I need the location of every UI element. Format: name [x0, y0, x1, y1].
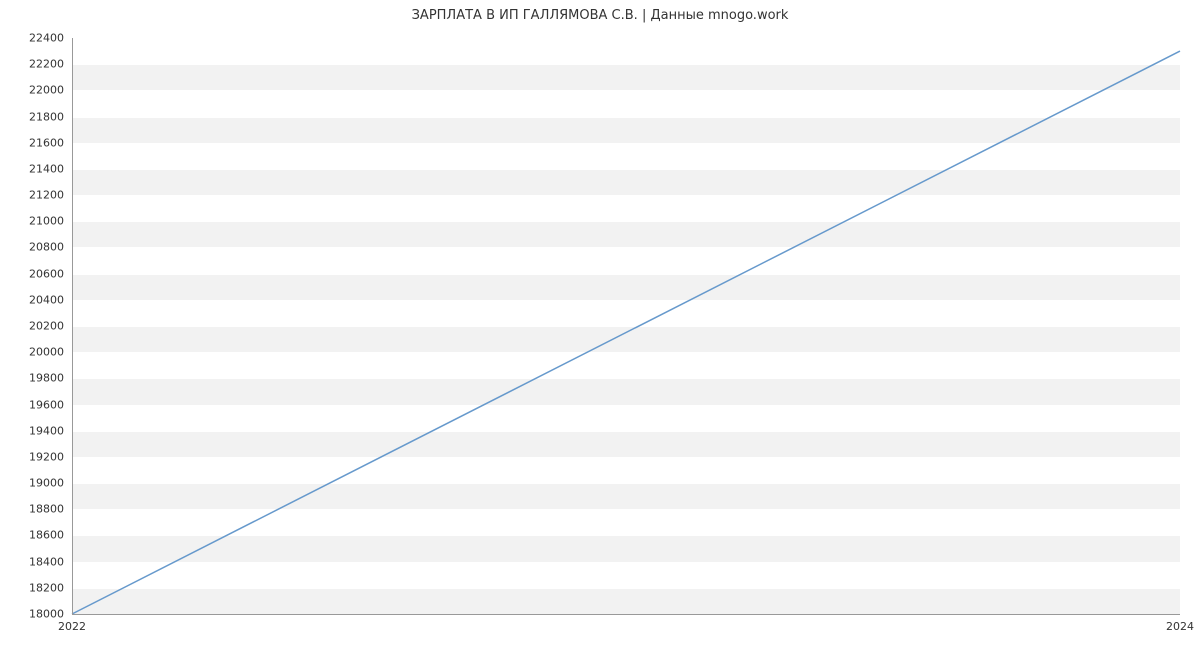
y-tick-label: 18600 — [29, 529, 72, 542]
y-tick-label: 20400 — [29, 293, 72, 306]
y-tick-label: 20600 — [29, 267, 72, 280]
y-tick-label: 19000 — [29, 477, 72, 490]
y-tick-label: 22200 — [29, 58, 72, 71]
y-tick-label: 20200 — [29, 320, 72, 333]
y-tick-label: 19600 — [29, 398, 72, 411]
x-tick-label: 2024 — [1166, 614, 1194, 633]
y-tick-label: 20800 — [29, 241, 72, 254]
y-tick-label: 22000 — [29, 84, 72, 97]
plot-area: 1800018200184001860018800190001920019400… — [72, 38, 1180, 614]
x-axis-line — [72, 614, 1180, 615]
chart-title: ЗАРПЛАТА В ИП ГАЛЛЯМОВА С.В. | Данные mn… — [0, 8, 1200, 23]
y-tick-label: 18200 — [29, 581, 72, 594]
salary-chart: ЗАРПЛАТА В ИП ГАЛЛЯМОВА С.В. | Данные mn… — [0, 0, 1200, 650]
y-tick-label: 19800 — [29, 372, 72, 385]
y-tick-label: 21600 — [29, 136, 72, 149]
chart-svg — [72, 38, 1180, 614]
y-axis-line — [72, 38, 73, 614]
series-line-salary — [72, 51, 1180, 614]
x-tick-label: 2022 — [58, 614, 86, 633]
y-tick-label: 18400 — [29, 555, 72, 568]
y-tick-label: 18800 — [29, 503, 72, 516]
y-tick-label: 21400 — [29, 162, 72, 175]
y-tick-label: 19400 — [29, 424, 72, 437]
y-tick-label: 21200 — [29, 189, 72, 202]
y-tick-label: 20000 — [29, 346, 72, 359]
y-tick-label: 21000 — [29, 215, 72, 228]
y-tick-label: 19200 — [29, 450, 72, 463]
y-tick-label: 22400 — [29, 32, 72, 45]
y-tick-label: 21800 — [29, 110, 72, 123]
